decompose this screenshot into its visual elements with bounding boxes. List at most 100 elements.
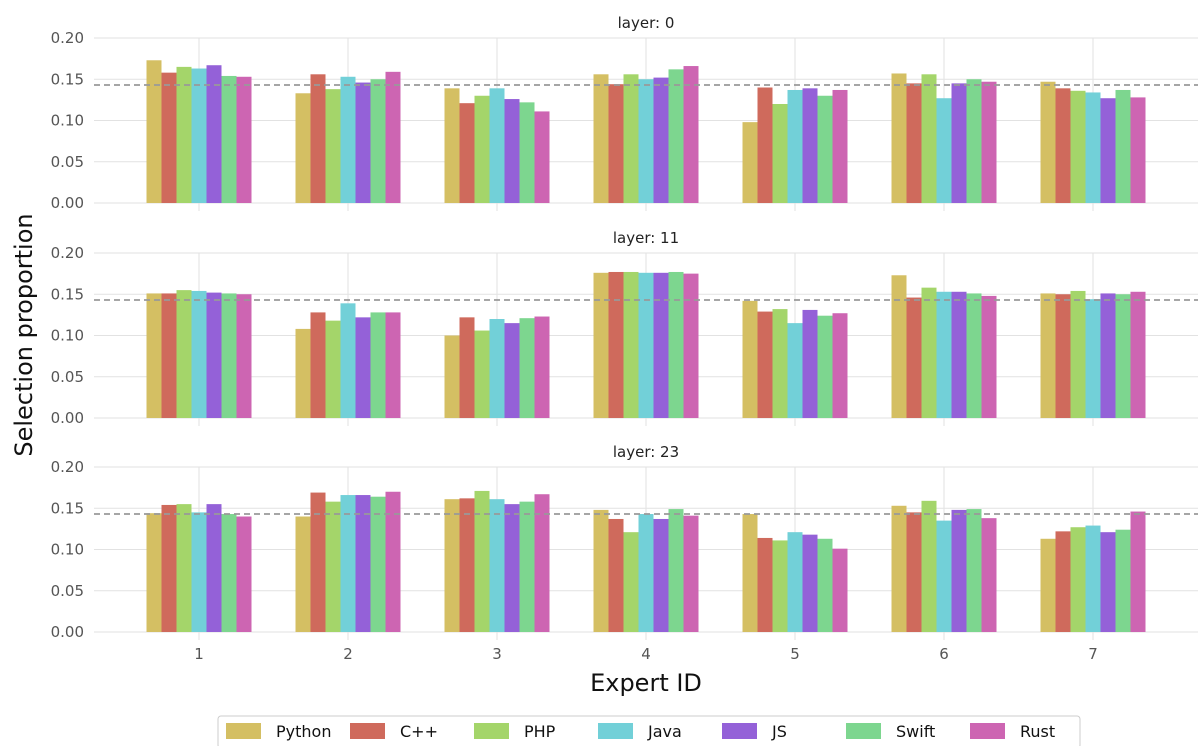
- bar-php-expert-4: [623, 271, 639, 418]
- bar-rust-expert-3: [534, 316, 550, 418]
- facet-title: layer: 11: [613, 229, 679, 247]
- bar-php-expert-6: [921, 500, 937, 632]
- y-tick-label: 0.05: [51, 153, 84, 171]
- bar-cp-expert-6: [906, 512, 922, 632]
- bar-python-expert-3: [444, 499, 460, 632]
- bar-python-expert-1: [146, 60, 162, 204]
- x-tick-labels: 1 2 3 4 5 6 7: [194, 645, 1098, 663]
- bar-java-expert-5: [787, 323, 803, 418]
- bar-python-expert-5: [742, 300, 758, 418]
- bar-java-expert-2: [340, 303, 356, 418]
- bar-js-expert-3: [504, 99, 520, 203]
- bar-php-expert-5: [772, 309, 788, 418]
- bar-js-expert-6: [951, 509, 967, 632]
- legend-label: Swift: [896, 722, 935, 741]
- legend-swatch: [846, 723, 881, 739]
- bar-php-expert-3: [474, 330, 490, 418]
- bar-java-expert-4: [638, 79, 654, 203]
- bar-js-expert-4: [653, 272, 669, 418]
- panel-1: layer: 0 0.00 0.05 0.10 0.15 0.20: [51, 14, 1198, 212]
- bar-python-expert-7: [1040, 81, 1056, 203]
- x-tick-label: 4: [641, 645, 651, 663]
- legend-label: JS: [771, 722, 787, 741]
- bar-java-expert-3: [489, 319, 505, 418]
- bar-php-expert-7: [1070, 90, 1086, 203]
- bar-php-expert-1: [176, 66, 192, 203]
- bar-python-expert-5: [742, 122, 758, 203]
- legend-swatch: [350, 723, 385, 739]
- bar-php-expert-4: [623, 74, 639, 203]
- bar-swift-expert-4: [668, 509, 684, 632]
- y-tick-label: 0.10: [51, 327, 84, 345]
- bar-java-expert-6: [936, 98, 952, 203]
- bar-java-expert-3: [489, 88, 505, 203]
- bar-swift-expert-6: [966, 293, 982, 418]
- bar-js-expert-2: [355, 495, 371, 632]
- bar-cp-expert-7: [1055, 88, 1071, 203]
- bar-python-expert-4: [593, 74, 609, 203]
- bar-swift-expert-7: [1115, 294, 1131, 418]
- facet-title: layer: 0: [618, 14, 675, 32]
- bar-java-expert-5: [787, 89, 803, 203]
- bar-java-expert-7: [1085, 92, 1101, 203]
- bar-rust-expert-7: [1130, 291, 1146, 418]
- bar-rust-expert-2: [385, 491, 401, 632]
- bar-rust-expert-7: [1130, 97, 1146, 203]
- bar-cp-expert-3: [459, 317, 475, 418]
- bar-js-expert-6: [951, 83, 967, 203]
- bar-swift-expert-3: [519, 501, 535, 632]
- y-tick-label: 0.15: [51, 285, 84, 303]
- bar-cp-expert-3: [459, 498, 475, 632]
- bar-js-expert-1: [206, 292, 222, 418]
- bar-rust-expert-4: [683, 66, 699, 203]
- y-tick-label: 0.20: [51, 458, 84, 476]
- bar-swift-expert-6: [966, 79, 982, 203]
- bar-cp-expert-7: [1055, 531, 1071, 632]
- bar-python-expert-3: [444, 88, 460, 203]
- bar-php-expert-4: [623, 532, 639, 632]
- bar-cp-expert-3: [459, 103, 475, 203]
- bar-java-expert-7: [1085, 525, 1101, 632]
- bar-java-expert-6: [936, 291, 952, 418]
- bar-js-expert-7: [1100, 293, 1116, 418]
- y-tick-label: 0.20: [51, 29, 84, 47]
- bar-swift-expert-1: [221, 514, 237, 632]
- bar-cp-expert-4: [608, 518, 624, 632]
- y-axis-title: Selection proportion: [10, 213, 38, 456]
- bar-cp-expert-1: [161, 293, 177, 418]
- x-tick-label: 2: [343, 645, 353, 663]
- bar-java-expert-1: [191, 512, 207, 632]
- bar-cp-expert-2: [310, 312, 326, 418]
- bar-swift-expert-2: [370, 496, 386, 632]
- bar-php-expert-6: [921, 287, 937, 418]
- y-tick-label: 0.20: [51, 244, 84, 262]
- bar-rust-expert-4: [683, 515, 699, 632]
- bar-swift-expert-5: [817, 538, 833, 632]
- bar-js-expert-6: [951, 291, 967, 418]
- bar-swift-expert-3: [519, 318, 535, 418]
- bar-cp-expert-7: [1055, 294, 1071, 418]
- bar-swift-expert-4: [668, 271, 684, 418]
- legend-label: C++: [400, 722, 438, 741]
- legend-swatch: [722, 723, 757, 739]
- bar-js-expert-1: [206, 504, 222, 632]
- bar-java-expert-7: [1085, 299, 1101, 418]
- bar-rust-expert-7: [1130, 511, 1146, 632]
- bar-rust-expert-3: [534, 494, 550, 632]
- legend-label: PHP: [524, 722, 556, 741]
- bar-cp-expert-5: [757, 537, 773, 632]
- panel-2: layer: 11 0.00 0.05 0.10 0.15 0.20: [51, 229, 1198, 427]
- bar-rust-expert-6: [981, 295, 997, 418]
- bar-swift-expert-5: [817, 315, 833, 418]
- legend-label: Java: [647, 722, 682, 741]
- bar-cp-expert-2: [310, 74, 326, 203]
- y-tick-label: 0.05: [51, 582, 84, 600]
- bar-rust-expert-1: [236, 516, 252, 632]
- y-tick-label: 0.10: [51, 541, 84, 559]
- y-tick-label: 0.00: [51, 623, 84, 641]
- bar-rust-expert-1: [236, 76, 252, 203]
- bar-swift-expert-5: [817, 95, 833, 203]
- bar-python-expert-2: [295, 516, 311, 632]
- bar-php-expert-1: [176, 290, 192, 418]
- bar-js-expert-5: [802, 534, 818, 632]
